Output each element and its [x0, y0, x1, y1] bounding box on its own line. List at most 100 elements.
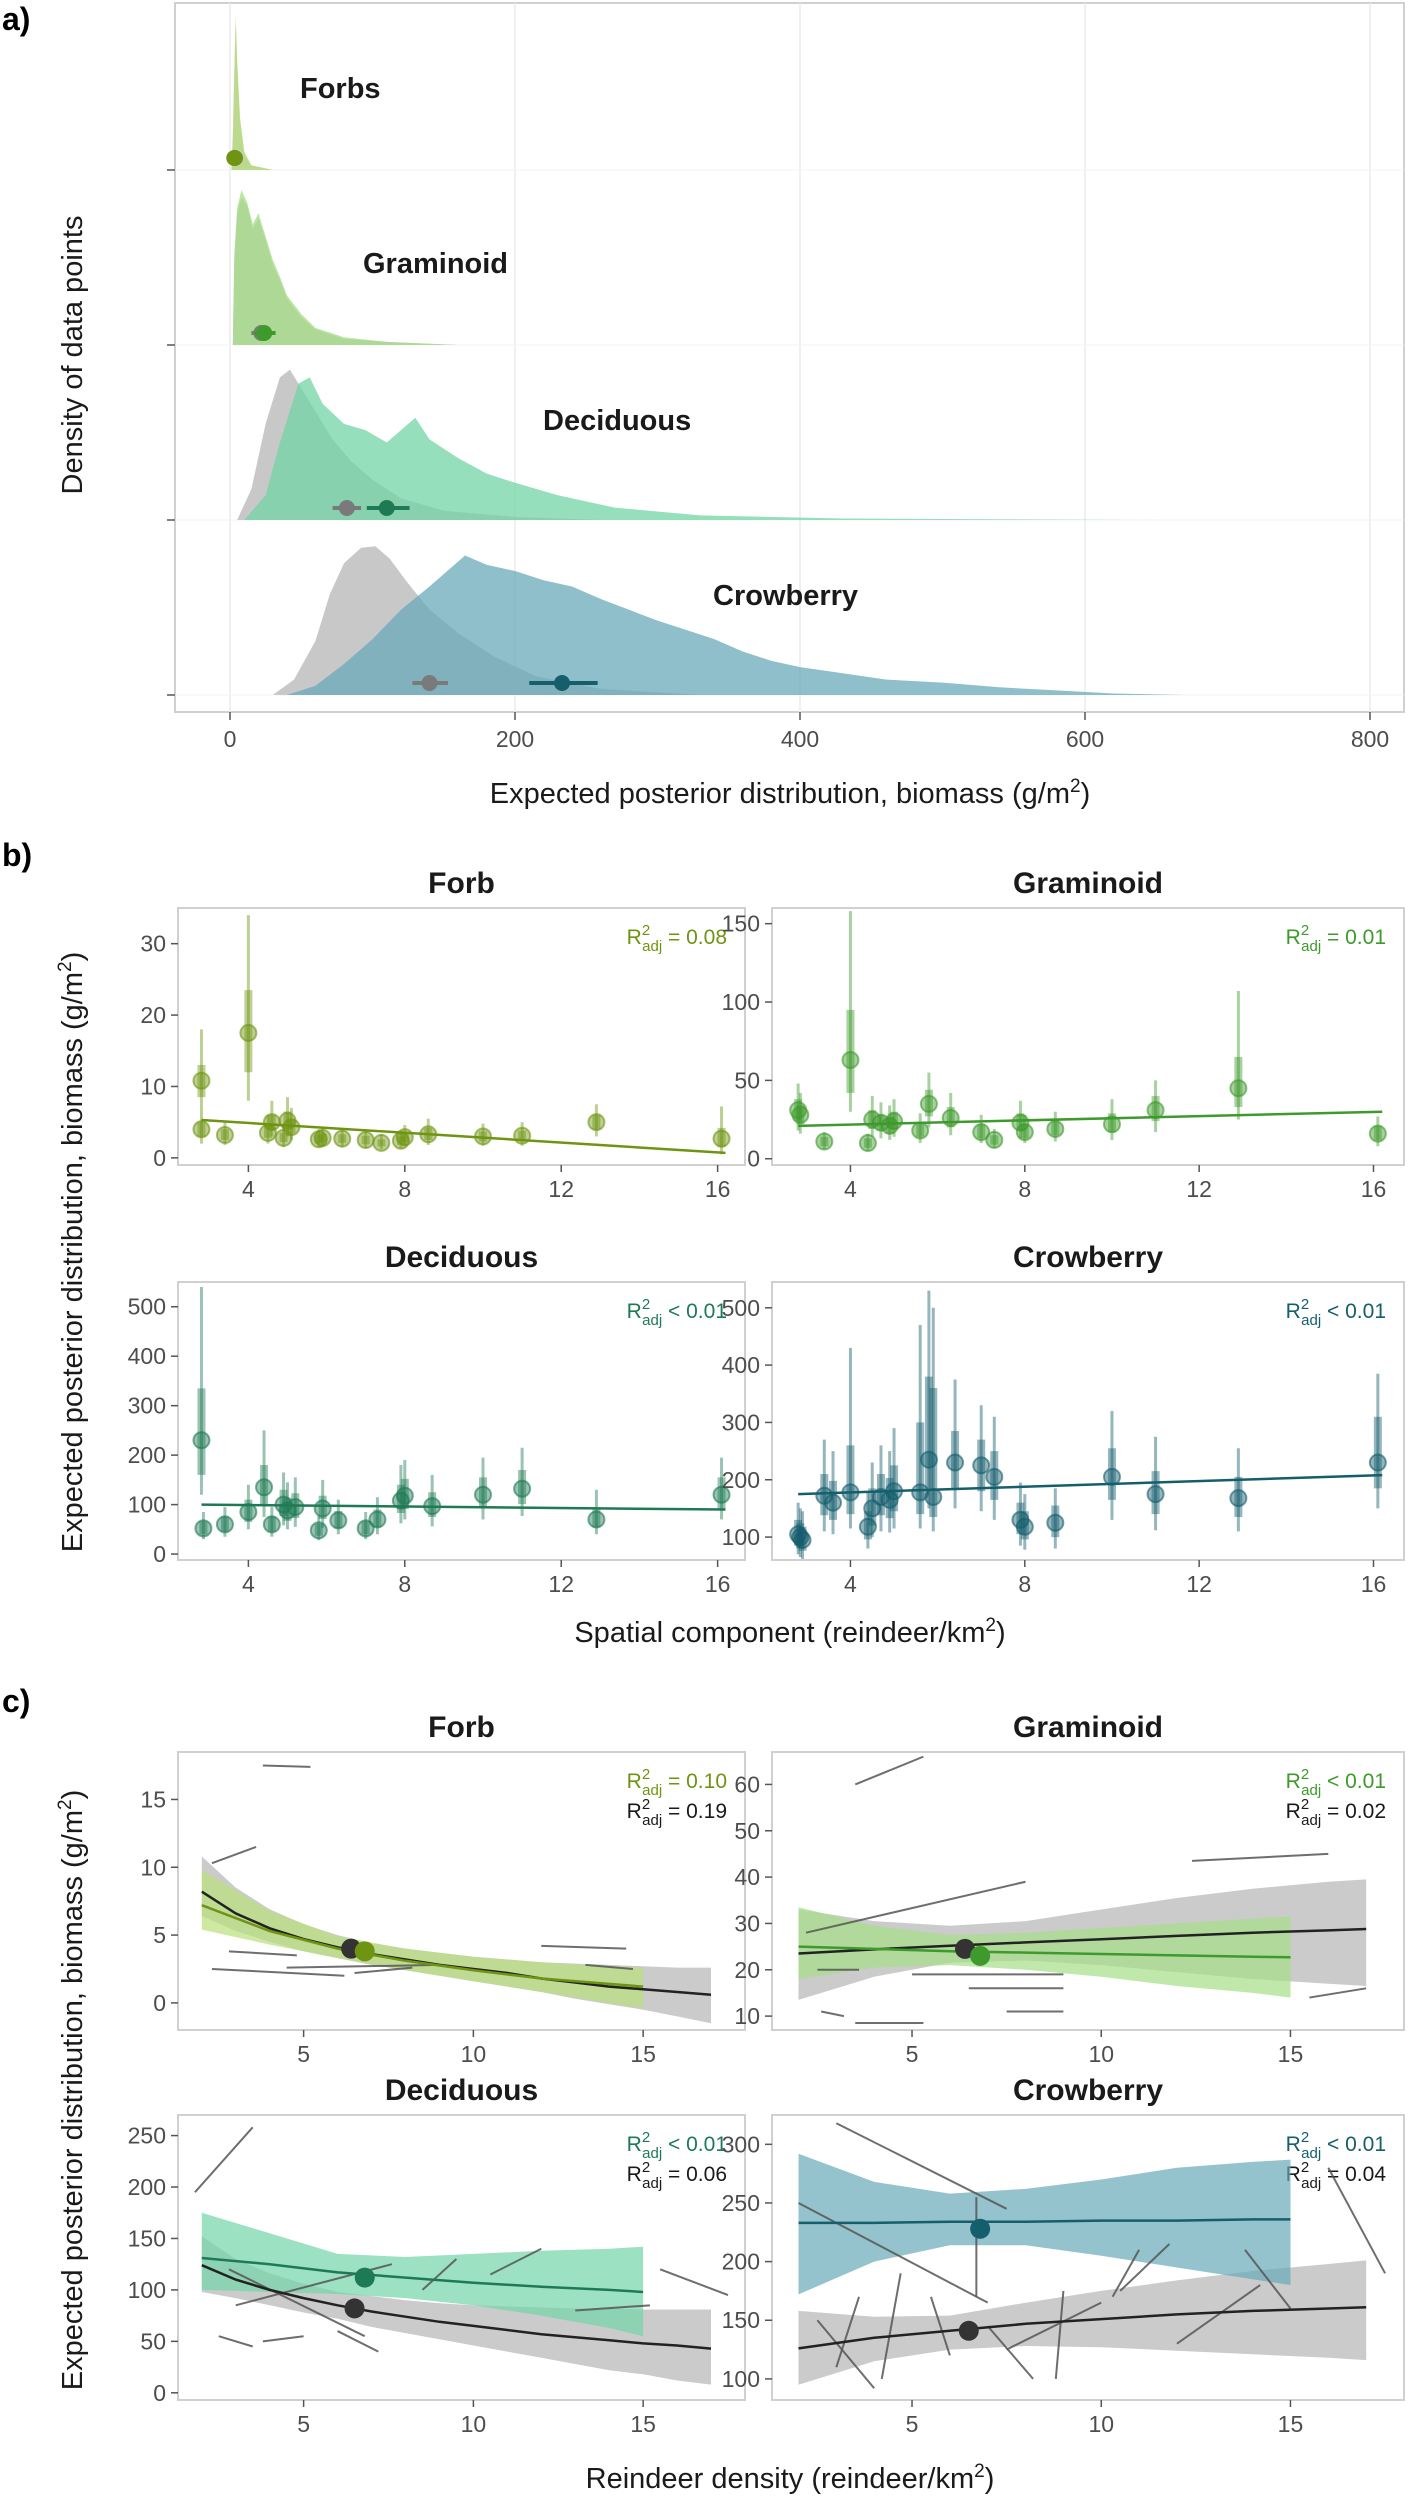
panel-b-forb-x-tick-label: 4: [242, 1176, 255, 1202]
panel-c-deciduous-site-segment: [228, 2268, 366, 2338]
panel-b-crowberry-x-tick-label: 4: [844, 1571, 857, 1597]
panel-c-deciduous-ribbon-colored: [201, 2212, 644, 2337]
panel-b-forb-data-point: [712, 1129, 731, 1148]
panel-a-x-tick-label: 0: [224, 726, 237, 752]
panel-b-crowberry-fit-line: [798, 1473, 1383, 1496]
panel-b-graminoid-data-point: [972, 1123, 991, 1142]
panel-c-crowberry-curve-black: [798, 2306, 1367, 2350]
panel-c-deciduous-y-tick-label: 200: [128, 2174, 166, 2200]
panel-c-deciduous-site-segment: [659, 2268, 729, 2296]
panel-c-deciduous-title: Deciduous: [385, 2074, 538, 2107]
panel-b-deciduous-data-point: [255, 1478, 274, 1497]
panel-c-deciduous-x-tick-label: 10: [461, 2411, 487, 2437]
panel-c-graminoid-title: Graminoid: [1013, 1711, 1163, 1744]
panel-b-deciduous-title: Deciduous: [385, 1241, 538, 1274]
panel-label-c: c): [2, 1683, 30, 1719]
panel-c-forb-ribbon-colored: [201, 1870, 644, 2009]
panel-b-graminoid-data-point: [841, 1051, 860, 1070]
panel-c-graminoid-site-segment: [805, 1880, 1026, 1934]
panel-b-crowberry-data-point: [985, 1467, 1004, 1486]
panel-b-deciduous-data-point: [356, 1519, 375, 1538]
panel-b-graminoid-y-tick-label: 50: [734, 1067, 760, 1093]
panel-b-graminoid-data-point: [858, 1134, 877, 1153]
density-label-graminoid: Graminoid: [363, 248, 508, 280]
panel-c-y-axis-title: Expected posterior distribution, biomass…: [55, 1790, 89, 2391]
panel-c-crowberry-x-tick-label: 15: [1278, 2411, 1304, 2437]
panel-c-crowberry-y-tick-label: 200: [722, 2249, 760, 2275]
panel-b-deciduous-y-tick-label: 100: [128, 1492, 166, 1518]
panel-c-forb-curve-colored: [201, 1904, 644, 1988]
panel-b-forb-data-point: [587, 1113, 606, 1132]
panel-c-crowberry-x-tick-label: 10: [1088, 2411, 1114, 2437]
panel-b-deciduous-y-tick-label: 200: [128, 1442, 166, 1468]
panel-c-crowberry-site-segment: [798, 2202, 989, 2304]
panel-c-crowberry-curve-colored: [798, 2218, 1291, 2225]
panel-b-deciduous-data-point: [215, 1515, 234, 1534]
panel-b-graminoid-y-tick-label: 100: [722, 989, 760, 1015]
panel-c-deciduous-mean-point-black: [344, 2298, 365, 2319]
panel-b-crowberry-data-point: [858, 1517, 877, 1536]
panel-a-x-tick-label: 400: [781, 726, 819, 752]
panel-b-crowberry-y-tick-label: 500: [722, 1295, 760, 1321]
panel-b-deciduous-data-point: [194, 1519, 213, 1538]
panel-b-forb-data-point: [372, 1133, 391, 1152]
panel-c-deciduous-site-segment: [575, 2304, 651, 2312]
panel-c-deciduous-site-segment: [337, 2330, 379, 2353]
panel-b-crowberry-data-point: [824, 1493, 843, 1512]
panel-b-crowberry-data-point: [924, 1487, 943, 1506]
panel-b-forb-r2-label: R2 adj = 0.08: [627, 922, 727, 955]
panel-b-graminoid-frame: [771, 907, 1405, 1166]
panel-b-crowberry-data-point: [1102, 1467, 1121, 1486]
panel-b-crowberry-data-point: [946, 1453, 965, 1472]
panel-c-deciduous-site-segment: [194, 2126, 254, 2193]
panel-b-forb-data-point: [356, 1131, 375, 1150]
panel-c-crowberry-site-segment: [1006, 2301, 1102, 2351]
panel-b-forb-title: Forb: [428, 867, 495, 900]
panel-c-forb-site-segment: [354, 1966, 413, 1975]
panel-b-deciduous-data-point: [239, 1503, 258, 1522]
panel-b-deciduous-data-point: [712, 1485, 731, 1504]
panel-b-crowberry-x-tick-label: 12: [1186, 1571, 1212, 1597]
panel-c-deciduous-y-tick-label: 250: [128, 2123, 166, 2149]
panel-b-graminoid-y-tick-label: 0: [747, 1146, 760, 1172]
panel-b-crowberry-data-point: [793, 1530, 812, 1549]
mean-point-grey-crowberry: [421, 675, 438, 691]
panel-c-deciduous-curve-colored: [201, 2256, 644, 2294]
panel-c-crowberry-y-tick-label: 150: [722, 2307, 760, 2333]
density-graminoid: [232, 190, 458, 345]
panel-c-graminoid-y-tick-label: 40: [734, 1864, 760, 1890]
panel-b-graminoid-data-point: [1046, 1119, 1065, 1138]
panel-c-forb-mean-point-colored: [354, 1941, 375, 1962]
mean-point-crowberry: [554, 675, 571, 691]
panel-b-graminoid-data-point: [815, 1132, 834, 1151]
panel-c-crowberry-ribbon-colored: [798, 2153, 1291, 2295]
panel-c-crowberry-site-segment: [929, 2296, 951, 2356]
panel-b-crowberry-y-tick-label: 400: [722, 1352, 760, 1378]
panel-b-graminoid-data-point: [1368, 1124, 1387, 1143]
density-forbs: [231, 15, 273, 170]
panel-a-x-axis-title: Expected posterior distribution, biomass…: [490, 776, 1091, 810]
panel-c-forb-x-tick-label: 15: [630, 2041, 656, 2067]
panel-b-graminoid-data-point: [1015, 1123, 1034, 1142]
panel-a-x-tick-label: 800: [1351, 726, 1389, 752]
panel-b-forb-x-tick-label: 16: [705, 1176, 731, 1202]
panel-b-graminoid-title: Graminoid: [1013, 867, 1163, 900]
panel-label-b: b): [2, 837, 32, 873]
panel-b-deciduous-data-point: [286, 1498, 305, 1517]
panel-b-crowberry-y-tick-label: 200: [722, 1467, 760, 1493]
panel-b-forb-fit-line: [201, 1118, 726, 1155]
panel-a-x-tick-label: 200: [496, 726, 534, 752]
panel-c-deciduous-mean-point-colored: [354, 2267, 375, 2288]
panel-b-forb-y-tick-label: 10: [140, 1073, 166, 1099]
panel-b-scatter-facets: Forb 4 8 12 16 0 10 20 30 R2 adj = 0.08 Graminoid 4 8…: [128, 867, 1405, 1597]
panel-c-crowberry-y-tick-label: 300: [722, 2131, 760, 2157]
panel-b-deciduous-data-point: [368, 1510, 387, 1529]
panel-c-crowberry-site-segment: [1119, 2243, 1171, 2292]
panel-c-graminoid-r2-label: R2 adj < 0.01: [1286, 1766, 1386, 1799]
panel-c-graminoid-y-tick-label: 60: [734, 1771, 760, 1797]
panel-c-crowberry-y-tick-label: 250: [722, 2190, 760, 2216]
panel-b-graminoid-r2-label: R2 adj = 0.01: [1286, 922, 1386, 955]
panel-b-graminoid-data-point: [919, 1094, 938, 1113]
panel-b-crowberry-data-point: [919, 1450, 938, 1469]
